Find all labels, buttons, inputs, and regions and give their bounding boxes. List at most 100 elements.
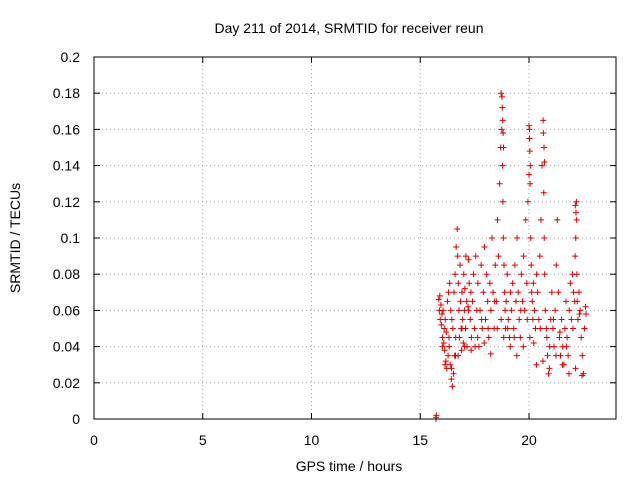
data-point [477,307,484,314]
data-point [526,135,533,142]
data-point [556,334,563,341]
data-point [577,307,584,314]
data-point [541,235,548,241]
data-point [535,316,542,323]
data-point [552,307,559,314]
data-point [574,298,581,305]
data-point [498,126,505,133]
data-point [573,271,580,278]
data-point [541,271,548,278]
data-point [485,334,492,341]
data-point [573,216,580,223]
data-point [439,343,446,350]
data-point [472,253,479,260]
data-point [491,298,498,305]
y-tick-label: 0.14 [53,158,80,174]
tick-labels: 0 0.02 0.04 0.06 0.08 0.1 0.12 0.14 0.16 0.18 0.2 0… [53,49,537,448]
data-point [496,180,503,187]
y-tick-label: 0.06 [53,302,80,318]
data-point [531,307,538,314]
data-point [456,334,463,341]
data-point [527,180,534,187]
data-point [457,298,464,305]
data-point [541,144,548,151]
data-point [524,198,531,205]
data-point [450,370,457,377]
data-point [438,321,445,328]
data-point [445,334,452,341]
data-point [505,316,512,323]
data-point [462,253,469,260]
data-point [445,289,452,296]
data-point [573,198,580,205]
data-point [458,347,465,354]
data-point [449,383,456,390]
data-point [540,117,547,124]
data-point [504,271,511,278]
data-point [539,162,546,169]
y-axis-label: SRMTID / TECUs [7,183,23,293]
data-point [515,289,522,296]
data-point [501,289,508,296]
data-point [567,280,574,287]
data-point [474,280,481,287]
data-point [490,289,497,296]
data-point [468,334,475,341]
data-point [537,216,544,223]
data-point [529,316,536,323]
data-point [527,162,534,169]
data-point [541,158,548,165]
data-point [460,271,467,278]
data-point [523,280,530,287]
y-tick-label: 0.04 [53,339,80,355]
data-point [565,352,572,359]
data-point [503,298,510,305]
data-point [498,90,505,97]
data-point [533,271,540,278]
x-tick-label: 15 [412,432,428,448]
data-point [465,307,472,314]
data-point [526,148,533,155]
data-point [442,361,449,368]
data-point [495,253,502,260]
data-point [478,316,485,323]
data-point [507,343,514,350]
data-point [543,325,550,332]
data-point [446,343,453,350]
data-point [465,256,472,263]
data-point [566,307,573,314]
data-point [526,334,533,341]
data-point [492,262,499,269]
data-point [572,202,579,209]
y-tick-label: 0.18 [53,85,80,101]
data-point [553,262,560,269]
data-point [461,285,468,292]
data-point [439,311,445,318]
data-point [439,334,446,341]
data-point [572,209,579,216]
data-point [440,339,447,346]
data-point [436,292,443,299]
data-point [578,334,585,341]
data-point [516,316,523,323]
data-point [472,343,479,350]
data-point [483,271,490,278]
data-point [534,289,541,296]
data-point [454,225,461,232]
data-point [526,122,532,129]
data-point [564,334,571,341]
data-point [517,307,524,314]
data-point [540,130,547,137]
data-point [563,343,570,350]
data-point [520,253,527,260]
data-point [504,325,511,332]
data-point [468,347,475,354]
data-point [526,171,532,178]
data-point [519,298,526,305]
data-point [500,144,507,151]
data-point [499,104,506,111]
data-point [487,350,494,357]
data-point [435,296,442,303]
data-point [448,365,455,372]
data-point [543,334,550,341]
